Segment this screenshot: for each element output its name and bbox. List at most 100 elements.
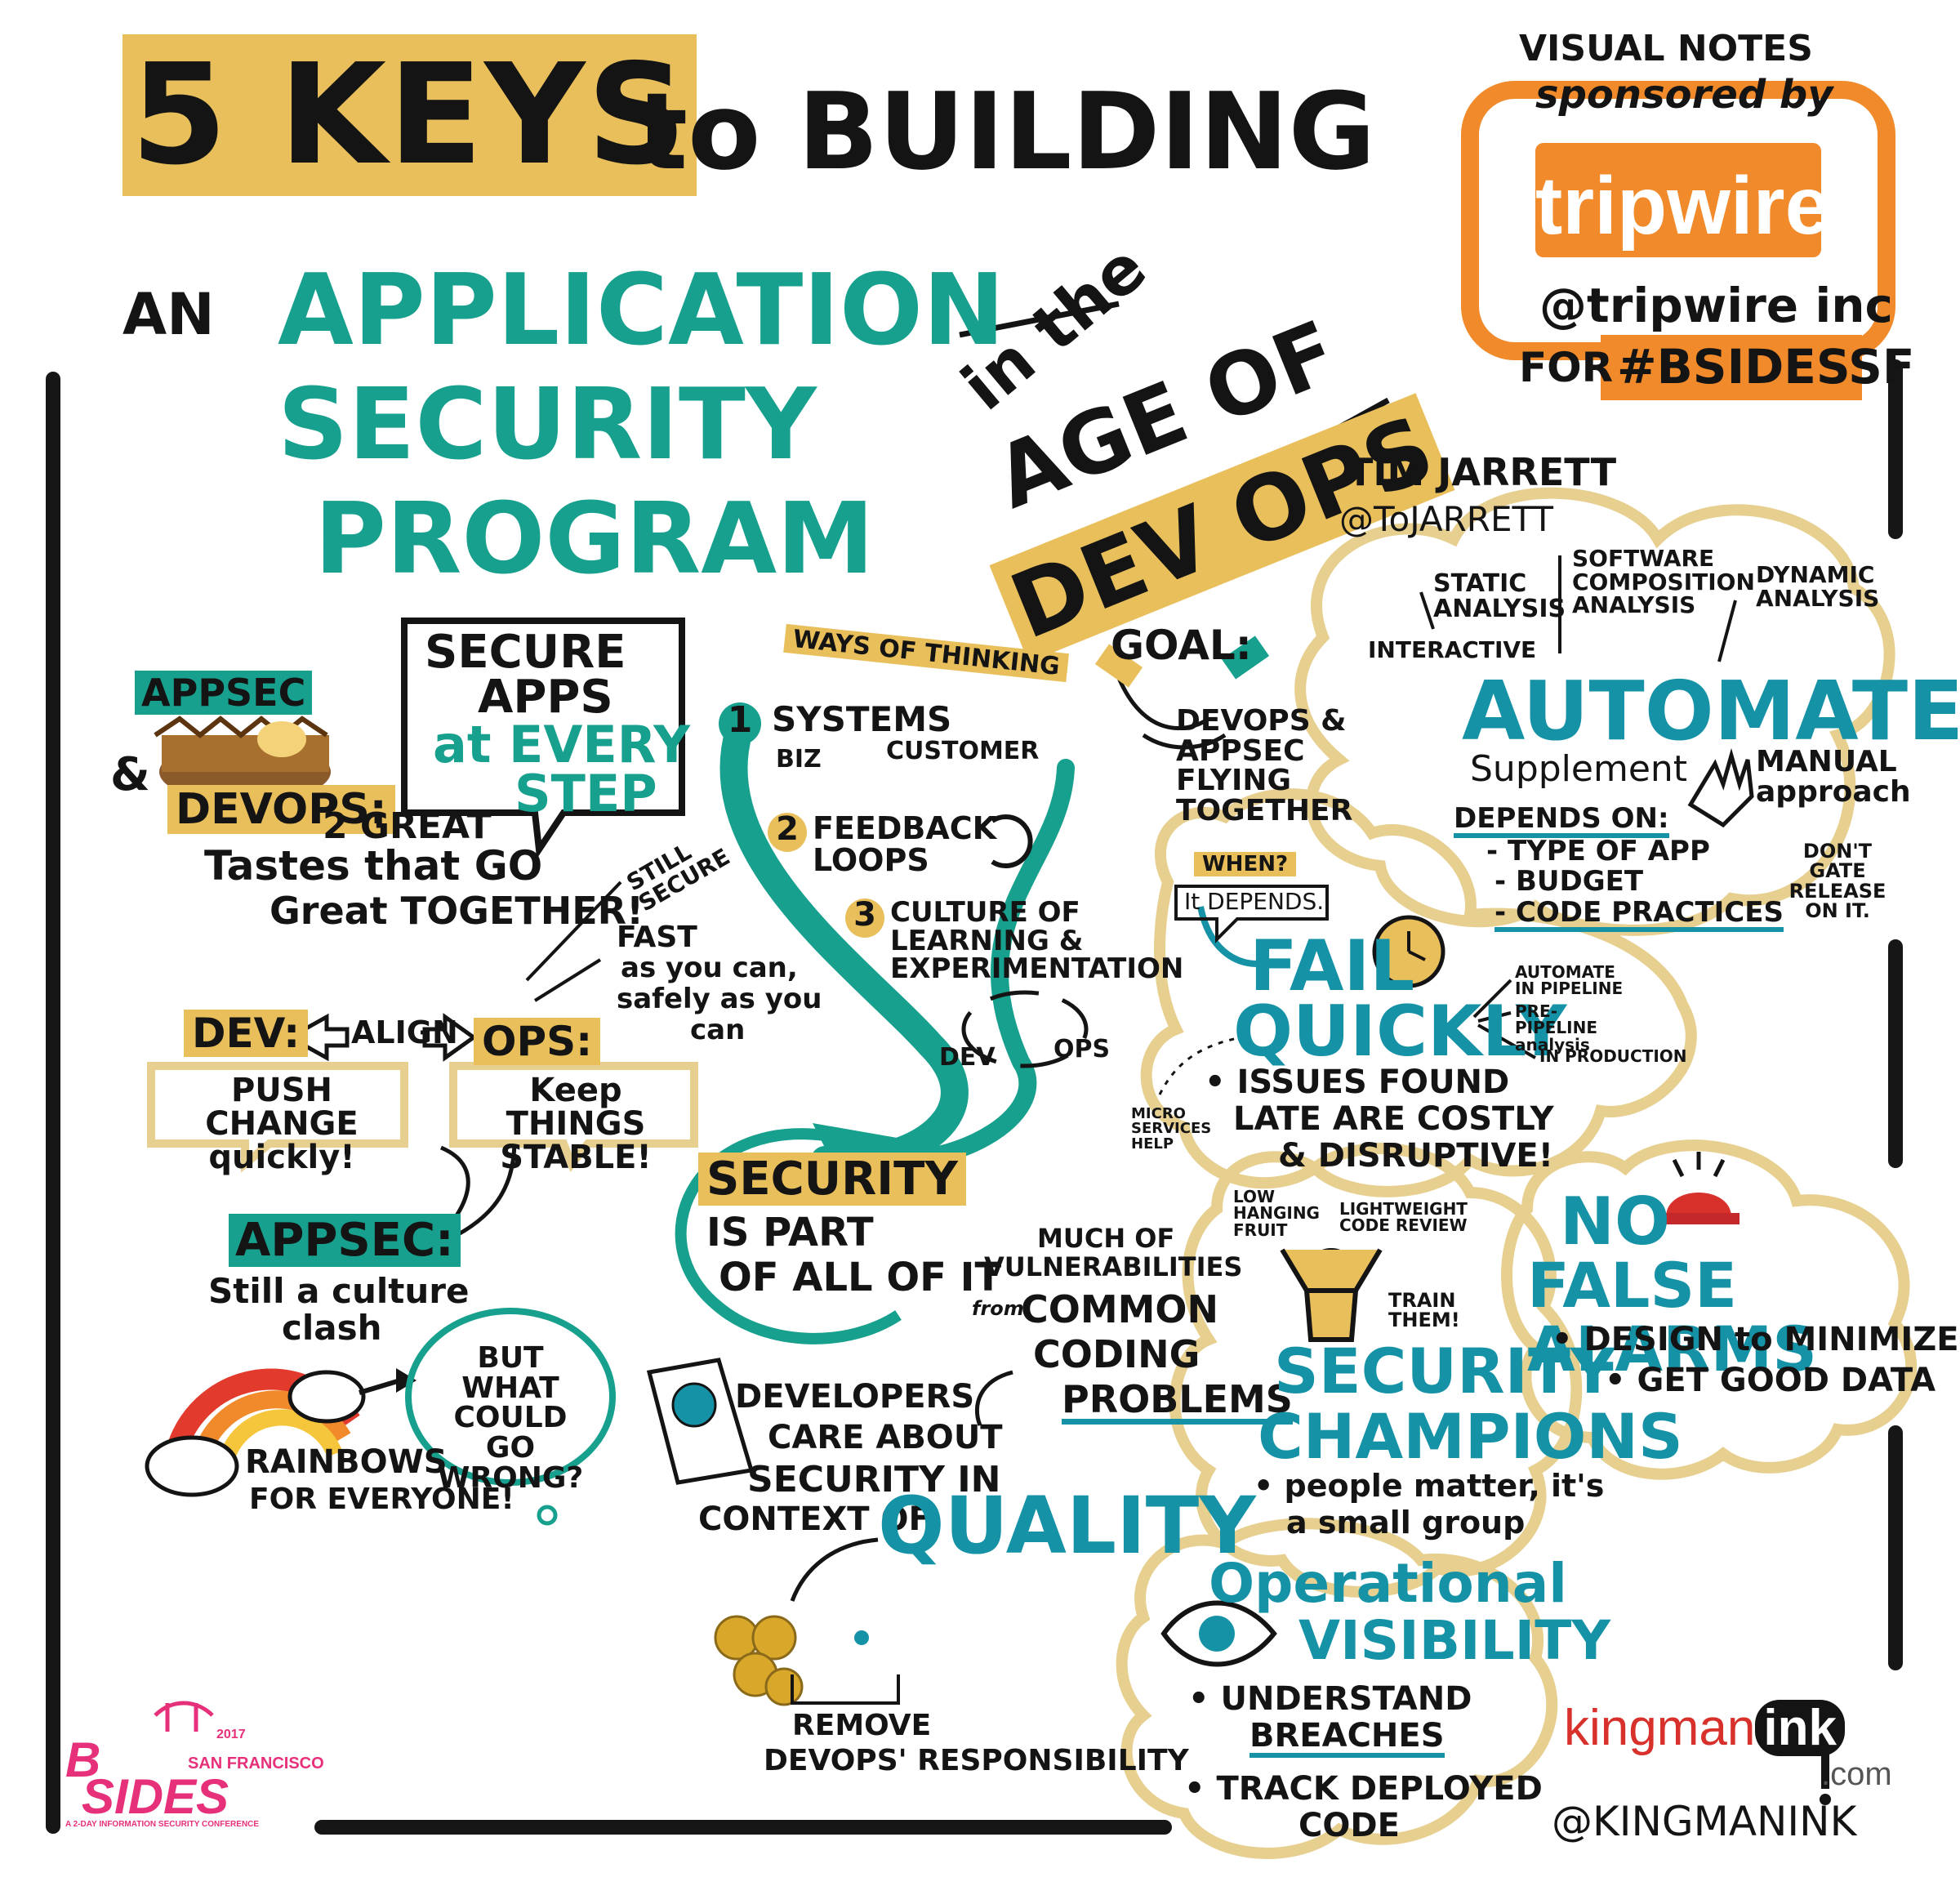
handshake-icon [1116,677,1227,750]
security-teal-circle [675,1128,902,1344]
great-line-2: Tastes that GO [204,842,543,890]
goal-text: DEVOPS & APPSEC FLYING TOGETHER [1176,704,1353,828]
pointer-line-2 [533,958,602,1002]
title-to-building: to BUILDING [637,69,1376,194]
title-an: AN [122,281,215,348]
developers-2: CARE ABOUT [768,1419,1003,1456]
fail-title-1: FAIL [1250,925,1415,1007]
manual-approach: MANUAL approach [1756,745,1911,809]
developers-1: DEVELOPERS [735,1378,975,1416]
security-part-2: IS PART [706,1210,874,1255]
bsides-sides: SIDES [82,1769,229,1824]
dont-gate: DON'T GATE RELEASE ON IT. [1788,840,1886,923]
devops-label: DEVOPS: [167,785,395,834]
vuln-1: MUCH OF [1037,1223,1175,1254]
ways-item-1b: CUSTOMER [886,737,1040,765]
teal-flow-arrow [719,717,969,1175]
quality-arrow [790,1537,879,1602]
sleeve-right [1221,635,1270,680]
sponsor-hashtag: #BSIDESSF [1617,339,1915,395]
fast-4: can [690,1014,746,1046]
ways-num-1: 1 [719,702,761,745]
great-line-1: 2 GREAT [323,805,492,847]
champion-body [1280,1248,1383,1342]
visibility-b2: BREACHES [1250,1719,1445,1758]
kingman-name: kingman [1564,1700,1756,1756]
kingman-logo[interactable]: kingman ink [1564,1699,1845,1757]
stopwatch-hand [1407,931,1426,961]
depends-1: - TYPE OF APP [1486,835,1710,867]
champions-b1: • people matter, it's [1254,1468,1605,1504]
kingman-handle[interactable]: @KINGMANINK [1552,1798,1857,1845]
resp-circle-2 [751,1615,797,1661]
when-bubble [1174,885,1329,943]
bsides-bridge [154,1701,214,1732]
rainbows-caption-1: RAINBOWS [245,1443,448,1481]
fast-3: safely as you [617,983,822,1015]
rainbow-arrow [359,1378,401,1395]
developers-4: CONTEXT OF [698,1500,931,1538]
sca-label: SOFTWARE COMPOSITION ANALYSIS [1572,545,1755,619]
secure-apps-1: SECURE [425,626,626,679]
fail-issues-1: • ISSUES FOUND [1205,1063,1510,1101]
ribbon-certificate [646,1358,755,1485]
teal-flow-arrow-right [865,759,1075,1170]
frame-bottom-line [314,1820,1172,1835]
resp-circle-4 [764,1667,804,1706]
champions-title-1: SECURITY [1274,1335,1615,1407]
align-label: ALIGN [351,1014,458,1050]
fast-2: as you can, [621,952,798,984]
fail-branch-3: IN PRODUCTION [1539,1046,1687,1066]
appsec-clash-title: APPSEC: [229,1214,461,1267]
speaker-handle: @ToJARRETT [1339,499,1554,539]
siren-rays [1672,1152,1726,1178]
siren-icon [1666,1193,1731,1217]
champions-title-2: CHAMPIONS [1258,1400,1683,1473]
low-hanging-fruit: LOW HANGING FRUIT [1233,1187,1320,1240]
fail-issues-2: LATE ARE COSTLY [1233,1100,1554,1138]
security-part-3: OF ALL OF IT [719,1255,1002,1300]
fast-1: FAST [617,921,697,954]
ways-num-2: 2 [768,813,807,852]
bsides-logo[interactable]: 2017 B SAN FRANCISCO SIDES A 2-DAY INFOR… [65,1728,335,1830]
fail-branch-1: AUTOMATE IN PIPELINE [1515,962,1624,999]
alarms-cloud [1501,1139,1918,1480]
tripwire-logo[interactable]: tripwire [1535,160,1831,252]
ways-item-1: SYSTEMS [772,699,952,739]
fail-issues-3: & DISRUPTIVE! [1278,1137,1553,1175]
visibility-title-1: Operational [1209,1552,1567,1615]
great-line-3: Great TOGETHER! [270,889,644,933]
ribbon-rosette [671,1382,717,1428]
kingman-ink: ink [1755,1700,1845,1756]
ops-label: OPS: [474,1018,601,1065]
vuln-3: COMMON [1021,1287,1219,1331]
cake-wrapper [154,716,328,738]
alarms-b2: • GET GOOD DATA [1605,1362,1936,1399]
visibility-b1: • UNDERSTAND [1188,1680,1472,1718]
micro-services: MICRO SERVICES HELP [1131,1105,1212,1153]
lightweight-review: LIGHTWEIGHT CODE REVIEW [1339,1199,1468,1236]
bubble-dot [537,1505,558,1526]
title-program: PROGRAM [314,483,875,596]
siren-base [1658,1213,1740,1224]
automate-title: AUTOMATE [1462,663,1960,759]
hashtag-highlight [1601,335,1862,400]
ways-item-2: FEEDBACK LOOPS [813,810,997,878]
rainbow-cloud-left [145,1435,239,1497]
secure-apps-2: APPS [478,671,613,724]
frame-left-line [46,372,60,1834]
ops-bubble [449,1062,698,1172]
kingman-com[interactable]: .com [1821,1756,1892,1792]
frame-right-line-low [1888,1425,1903,1670]
tripwire-handle[interactable]: @tripwire inc [1539,278,1893,333]
manual-hand-icon [1687,747,1754,828]
static-analysis: STATIC ANALYSIS [1433,569,1566,623]
resp-dot [854,1630,869,1645]
sleeve-left [1094,644,1143,688]
alarms-b1: • DESIGN to MINIMIZE [1552,1321,1959,1358]
champions-cloud [1169,1143,1583,1598]
automate-cloud [1294,487,1895,936]
pointer-line-1 [525,881,622,982]
ways-ops: OPS [1054,1035,1111,1063]
secure-apps-3: at EVERY [433,715,690,774]
